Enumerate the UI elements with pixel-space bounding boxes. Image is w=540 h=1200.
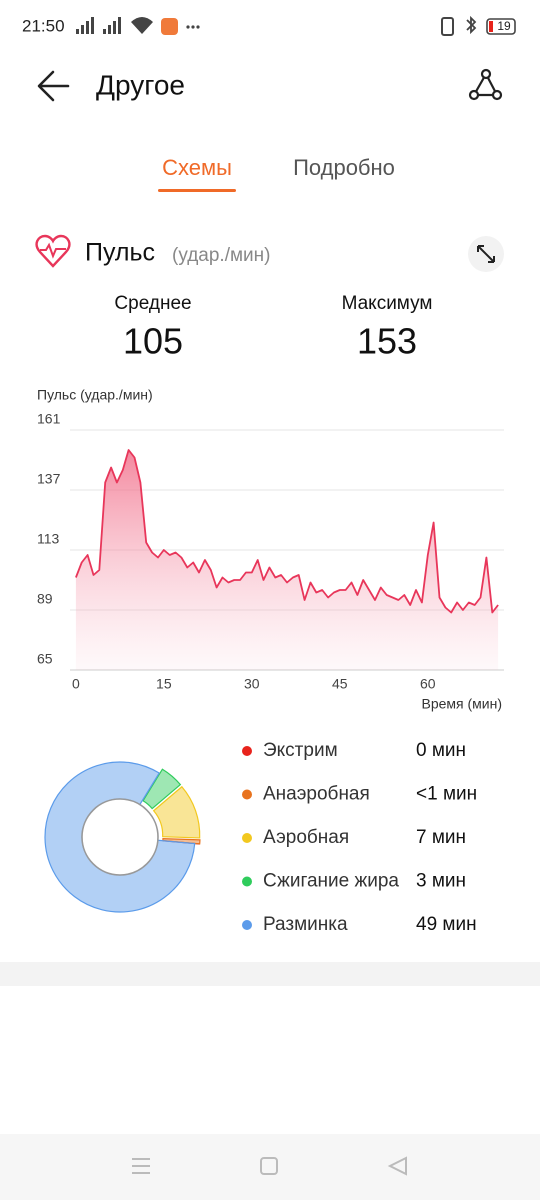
app-icon <box>161 18 178 35</box>
wifi-icon <box>131 17 153 34</box>
x-tick-label: 45 <box>332 676 348 692</box>
x-tick-label: 60 <box>420 676 436 692</box>
expand-icon[interactable] <box>477 245 495 263</box>
bluetooth-icon <box>466 15 477 35</box>
heart-pulse <box>40 242 66 259</box>
legend-dot <box>242 833 252 843</box>
section-divider <box>0 962 540 986</box>
zone-legend: Экстрим 0 мин Анаэробная <1 мин Аэробная 7 ми… <box>242 740 477 935</box>
y-tick-label: 65 <box>37 651 53 667</box>
legend-dot <box>242 920 252 930</box>
legend-dot <box>242 746 252 756</box>
stat-value: 105 <box>123 321 183 362</box>
heart-icon <box>35 234 71 268</box>
share-node[interactable] <box>480 68 492 80</box>
signal-bar <box>108 25 111 34</box>
battery-icon <box>486 18 516 35</box>
battery-level <box>489 21 493 32</box>
legend-dot <box>242 789 252 800</box>
legend-dot <box>242 876 252 887</box>
zone-donut <box>44 761 201 913</box>
y-tick-label: 161 <box>37 411 61 427</box>
nav-menu[interactable] <box>132 1158 150 1174</box>
back-arrow[interactable] <box>37 70 70 102</box>
legend-label: Анаэробная <box>263 784 370 805</box>
nav-bar <box>0 1134 540 1200</box>
tab-indicator <box>158 189 236 192</box>
heart-rate-chart: 65 89 113 137 161 0 15 30 45 60 <box>37 411 504 692</box>
status-icons <box>76 15 516 36</box>
signal-bar <box>81 25 84 34</box>
legend-value: 3 мин <box>416 871 466 892</box>
card-unit: (удар./мин) <box>172 245 270 266</box>
vibrate-icon <box>441 17 454 36</box>
tab-active[interactable]: Схемы <box>162 155 232 180</box>
dot <box>191 25 195 29</box>
donut-hole <box>81 798 159 876</box>
legend-label: Экстрим <box>263 740 338 761</box>
x-tick-label: 15 <box>156 676 172 692</box>
y-tick-label: 113 <box>37 531 60 547</box>
stat-value: 153 <box>357 321 417 362</box>
share-button[interactable] <box>468 68 503 101</box>
x-tick-label: 30 <box>244 676 260 692</box>
signal-bar <box>113 21 116 34</box>
y-axis-title: Пульс (удар./мин) <box>37 387 153 403</box>
signal-bar <box>76 29 79 34</box>
pie-slice <box>152 785 201 839</box>
expand-button[interactable] <box>468 236 504 272</box>
signal-bar <box>91 17 94 34</box>
signal-bar <box>86 21 89 34</box>
tab[interactable]: Подробно <box>293 155 395 180</box>
x-tick-label: 0 <box>72 676 80 692</box>
y-tick-label: 137 <box>37 471 61 487</box>
nav-buttons[interactable] <box>132 1156 407 1176</box>
legend-value: 0 мин <box>416 740 466 761</box>
status-time: 21:50 <box>22 16 65 35</box>
area-fill <box>75 450 499 670</box>
stat-label: Максимум <box>342 293 433 314</box>
signal-bar <box>118 17 121 34</box>
legend-value: <1 мин <box>416 784 477 805</box>
stat-label: Среднее <box>114 293 191 314</box>
nav-back[interactable] <box>387 1156 407 1176</box>
battery-text: 19 <box>497 19 511 33</box>
line <box>75 449 499 614</box>
x-axis-title: Время (мин) <box>421 696 502 712</box>
page-title: Другое <box>96 69 185 100</box>
legend-value: 49 мин <box>416 914 477 935</box>
pie-slice <box>142 768 182 810</box>
nav-home[interactable] <box>260 1157 278 1175</box>
signal-bar <box>103 29 106 34</box>
card-title: Пульс <box>85 239 155 267</box>
legend-label: Сжигание жира <box>263 871 399 892</box>
y-tick-label: 89 <box>37 591 53 607</box>
back-button[interactable] <box>37 70 70 102</box>
legend-label: Разминка <box>263 914 348 935</box>
share-node[interactable] <box>491 89 503 101</box>
dot <box>196 25 200 29</box>
dot <box>186 25 190 29</box>
legend-label: Аэробная <box>263 827 349 848</box>
legend-value: 7 мин <box>416 827 466 848</box>
share-node[interactable] <box>468 89 480 101</box>
share-icon[interactable] <box>472 71 499 97</box>
